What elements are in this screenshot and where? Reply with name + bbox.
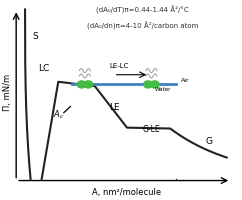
Text: Air: Air: [181, 78, 190, 83]
Text: S: S: [33, 32, 38, 41]
Text: Π, mN/m: Π, mN/m: [3, 74, 12, 111]
Text: LE-LC: LE-LC: [109, 63, 129, 69]
Text: LE: LE: [109, 103, 120, 112]
Text: $A_c$: $A_c$: [53, 109, 64, 121]
Circle shape: [84, 81, 93, 88]
Text: A, nm²/molecule: A, nm²/molecule: [92, 188, 162, 197]
Text: G-LE: G-LE: [143, 125, 160, 134]
Circle shape: [150, 81, 159, 88]
Text: Water: Water: [155, 87, 171, 92]
Text: (dA₀/dn)π=4-10 Å²/carbon atom: (dA₀/dn)π=4-10 Å²/carbon atom: [87, 22, 198, 30]
Circle shape: [144, 81, 152, 88]
Text: (dA₀/dT)π=0.44-1.44 Å²/°C: (dA₀/dT)π=0.44-1.44 Å²/°C: [96, 6, 189, 14]
Text: G: G: [206, 137, 213, 146]
Circle shape: [77, 81, 86, 88]
Text: LC: LC: [38, 64, 50, 73]
